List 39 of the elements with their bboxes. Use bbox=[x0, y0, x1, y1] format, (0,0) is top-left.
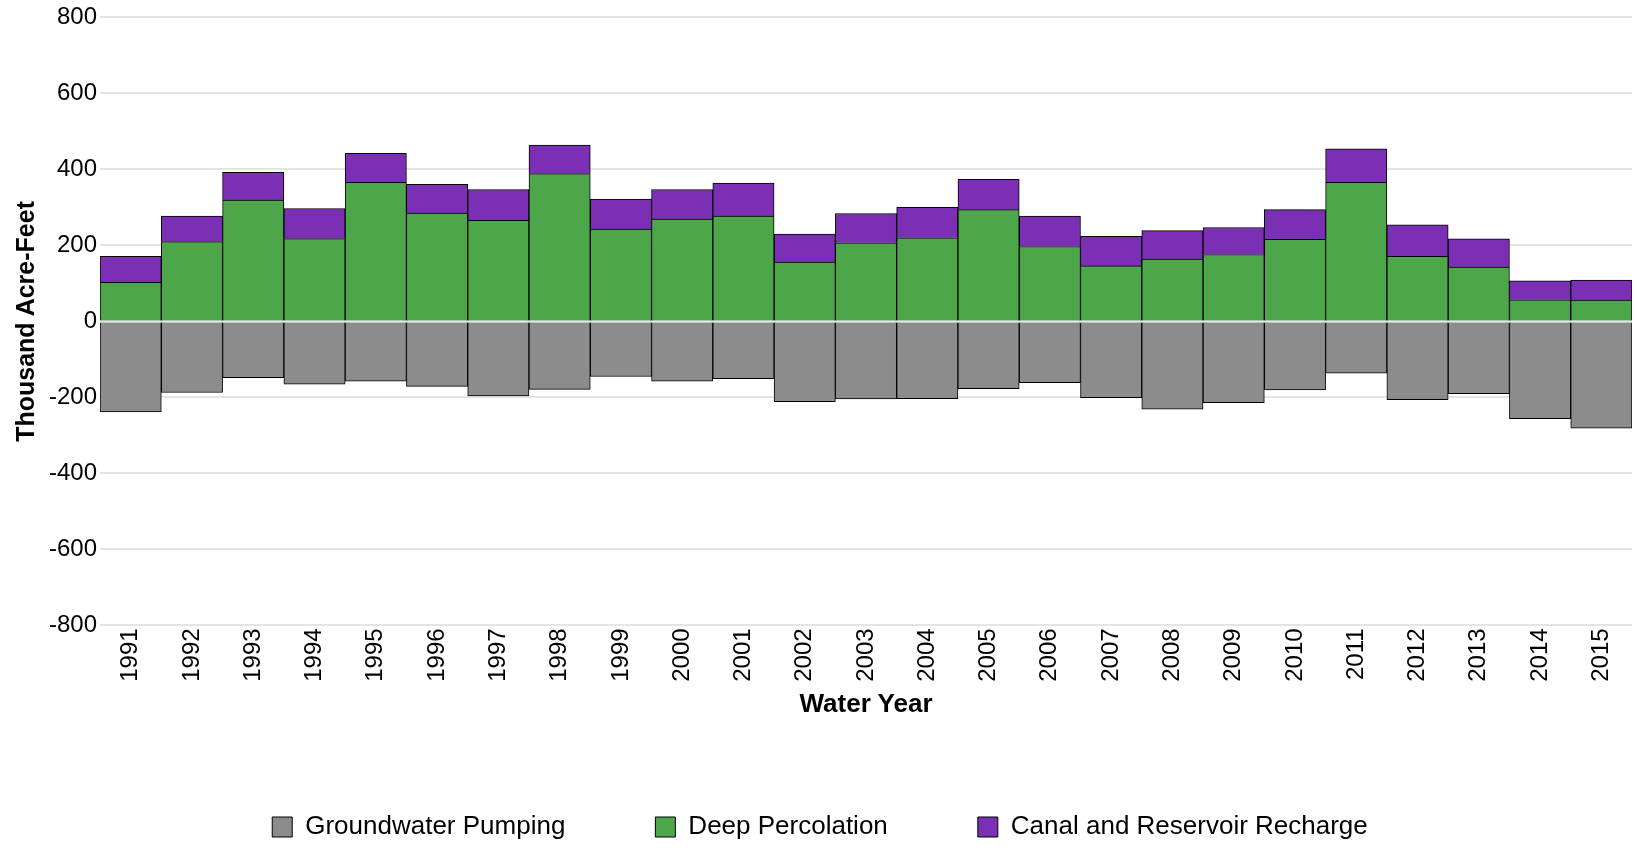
y-axis-title: Thousand Acre-Feet bbox=[10, 200, 39, 442]
x-tick-label: 1994 bbox=[299, 628, 327, 682]
y-tick-label: 600 bbox=[56, 78, 98, 106]
x-tick-label: 2006 bbox=[1034, 628, 1062, 682]
x-tick-label: 1991 bbox=[115, 628, 143, 682]
y-tick-label: 800 bbox=[56, 2, 98, 30]
x-tick-label: 2011 bbox=[1340, 628, 1368, 681]
x-tick-label: 2002 bbox=[789, 628, 817, 682]
x-tick-label: 1996 bbox=[421, 628, 449, 682]
x-tick-label: 2005 bbox=[973, 628, 1001, 682]
y-tick-label: 0 bbox=[83, 306, 98, 334]
y-tick-label: -200 bbox=[48, 382, 98, 410]
y-tick-label: -600 bbox=[48, 534, 98, 562]
legend-label: Groundwater Pumping bbox=[305, 810, 566, 841]
x-tick-label: 2001 bbox=[728, 628, 756, 682]
x-axis-title: Water Year bbox=[799, 687, 933, 718]
y-tick-label: 200 bbox=[56, 230, 98, 258]
y-tick-label: 400 bbox=[56, 154, 98, 182]
x-tick-label: 2012 bbox=[1402, 628, 1430, 682]
y-tick-label: -400 bbox=[48, 458, 98, 486]
x-tick-label: 2003 bbox=[850, 628, 878, 682]
y-tick-label: -800 bbox=[48, 610, 98, 638]
x-tick-label: 2014 bbox=[1524, 628, 1552, 682]
x-tick-label: 1993 bbox=[237, 628, 265, 682]
x-tick-label: 2009 bbox=[1218, 628, 1246, 682]
x-tick-label: 2010 bbox=[1279, 628, 1307, 682]
x-tick-label: 2004 bbox=[911, 628, 939, 682]
x-tick-label: 2015 bbox=[1585, 628, 1613, 682]
x-tick-label: 1998 bbox=[544, 628, 572, 682]
x-tick-label: 2013 bbox=[1463, 628, 1491, 682]
x-tick-label: 2000 bbox=[666, 628, 694, 682]
legend-label: Canal and Reservoir Recharge bbox=[1010, 810, 1368, 841]
x-tick-label: 1997 bbox=[482, 628, 510, 682]
legend-label: Deep Percolation bbox=[688, 810, 888, 841]
x-tick-label: 1999 bbox=[605, 628, 633, 682]
x-tick-label: 2007 bbox=[1095, 628, 1123, 682]
x-tick-label: 2008 bbox=[1157, 628, 1185, 682]
x-tick-label: 1995 bbox=[360, 628, 388, 682]
x-tick-label: 1992 bbox=[176, 628, 204, 682]
